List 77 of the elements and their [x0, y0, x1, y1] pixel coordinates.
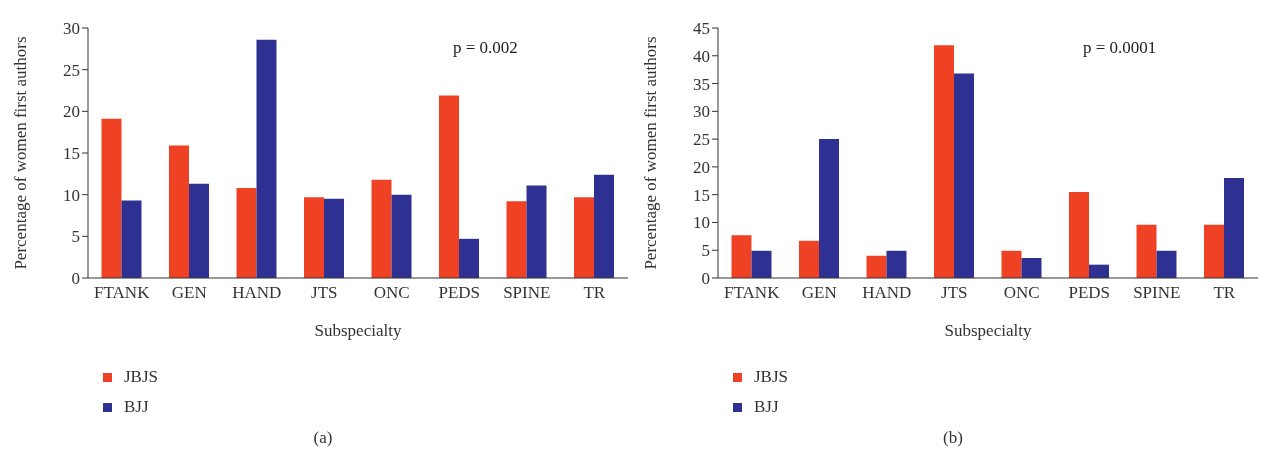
x-tick-label: PEDS — [438, 283, 481, 303]
y-tick-label: 35 — [693, 74, 710, 94]
y-tick-label: 5 — [71, 227, 80, 247]
bar — [866, 255, 887, 278]
bar — [506, 201, 527, 278]
x-axis-title: Subspecialty — [314, 321, 402, 340]
y-tick-label: 45 — [693, 19, 710, 39]
y-tick-label: 15 — [693, 185, 710, 205]
y-tick-label: 40 — [693, 46, 710, 66]
x-tick-label: JTS — [941, 283, 968, 303]
bar — [1069, 191, 1089, 278]
x-tick-label: HAND — [862, 283, 912, 303]
legend-label: BJJ — [754, 397, 779, 417]
y-axis-title: Percentage of women first authors — [11, 36, 31, 270]
y-tick-label: 0 — [71, 269, 80, 289]
y-tick-label: 0 — [701, 269, 710, 289]
bar — [121, 200, 142, 278]
bar — [1001, 250, 1022, 278]
y-tick-label: 25 — [63, 60, 80, 80]
bar — [751, 250, 772, 278]
x-tick-label: SPINE — [1133, 283, 1181, 303]
legend-label: JBJS — [124, 367, 159, 387]
bar — [1204, 224, 1224, 278]
legend-label: JBJS — [754, 367, 789, 387]
bar — [526, 185, 547, 278]
y-tick-label: 30 — [693, 102, 710, 122]
x-tick-label: JTS — [311, 283, 338, 303]
text: (a) — [312, 428, 334, 448]
x-tick-label: GEN — [801, 283, 837, 303]
x-tick-label: TR — [583, 283, 606, 303]
bar — [391, 194, 412, 278]
y-tick-label: 25 — [693, 130, 710, 150]
annotation: p = 0.0001 — [1083, 38, 1157, 58]
bar — [954, 73, 974, 278]
annotation: p = 0.002 — [453, 38, 518, 58]
x-tick-label: SPINE — [503, 283, 551, 303]
bar — [1224, 178, 1244, 278]
y-tick-label: 20 — [693, 157, 710, 177]
bar — [459, 238, 479, 278]
bar — [594, 174, 614, 278]
x-axis-title: Subspecialty — [944, 321, 1032, 340]
legend-label: BJJ — [124, 397, 149, 417]
x-tick-label: PEDS — [1068, 283, 1111, 303]
x-tick-label: FTANK — [94, 283, 151, 303]
y-axis-title: Percentage of women first authors — [641, 36, 661, 270]
bar — [1136, 224, 1157, 278]
bar — [189, 183, 209, 278]
y-tick-label: 10 — [63, 185, 80, 205]
bar — [1089, 264, 1109, 278]
x-tick-label: ONC — [1003, 283, 1040, 303]
bar — [574, 197, 594, 278]
y-tick-label: 10 — [693, 213, 710, 233]
y-tick-label: 5 — [701, 241, 710, 261]
bar — [731, 235, 752, 278]
x-tick-label: TR — [1213, 283, 1236, 303]
bar — [934, 45, 954, 278]
bar — [256, 39, 277, 278]
bar — [371, 179, 392, 278]
bar — [799, 240, 819, 278]
bar — [439, 95, 459, 278]
bar — [886, 250, 907, 278]
x-tick-label: FTANK — [724, 283, 781, 303]
bar — [169, 145, 189, 278]
bar — [324, 198, 344, 278]
x-tick-label: HAND — [232, 283, 282, 303]
bar — [304, 197, 324, 278]
text: (b) — [942, 428, 964, 448]
y-tick-label: 20 — [63, 102, 80, 122]
bar — [1021, 258, 1042, 278]
bar — [236, 188, 257, 278]
bar — [101, 118, 122, 278]
y-tick-label: 30 — [63, 19, 80, 39]
x-tick-label: GEN — [171, 283, 207, 303]
y-tick-label: 15 — [63, 144, 80, 164]
bar — [1156, 250, 1177, 278]
x-tick-label: ONC — [373, 283, 410, 303]
bar — [819, 139, 839, 278]
